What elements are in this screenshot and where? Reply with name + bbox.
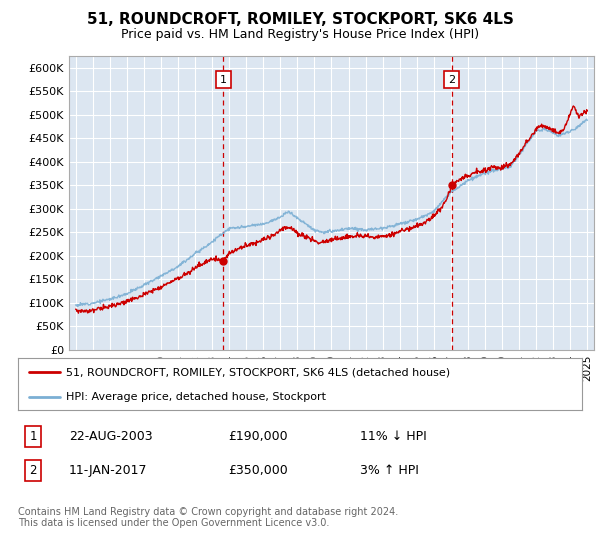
Text: 51, ROUNDCROFT, ROMILEY, STOCKPORT, SK6 4LS (detached house): 51, ROUNDCROFT, ROMILEY, STOCKPORT, SK6 … [66,367,450,377]
Text: £350,000: £350,000 [228,464,288,477]
Text: 22-AUG-2003: 22-AUG-2003 [69,430,152,444]
Text: Price paid vs. HM Land Registry's House Price Index (HPI): Price paid vs. HM Land Registry's House … [121,28,479,41]
Text: Contains HM Land Registry data © Crown copyright and database right 2024.
This d: Contains HM Land Registry data © Crown c… [18,507,398,529]
Text: £190,000: £190,000 [228,430,287,444]
Text: 11% ↓ HPI: 11% ↓ HPI [360,430,427,444]
Text: HPI: Average price, detached house, Stockport: HPI: Average price, detached house, Stoc… [66,392,326,402]
Text: 2: 2 [448,74,455,85]
Text: 1: 1 [220,74,227,85]
Text: 1: 1 [29,430,37,444]
Text: 11-JAN-2017: 11-JAN-2017 [69,464,148,477]
Text: 3% ↑ HPI: 3% ↑ HPI [360,464,419,477]
Text: 2: 2 [29,464,37,477]
Text: 51, ROUNDCROFT, ROMILEY, STOCKPORT, SK6 4LS: 51, ROUNDCROFT, ROMILEY, STOCKPORT, SK6 … [86,12,514,27]
